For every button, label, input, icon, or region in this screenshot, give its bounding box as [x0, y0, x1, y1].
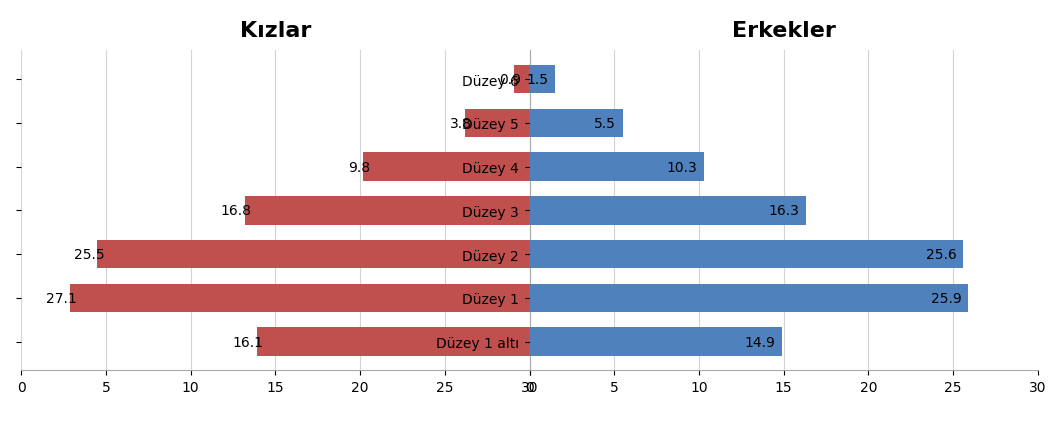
Title: Erkekler: Erkekler: [732, 21, 836, 41]
Bar: [363, 153, 530, 181]
Text: 16.3: 16.3: [768, 204, 798, 218]
Title: Kızlar: Kızlar: [239, 21, 311, 41]
Text: 10.3: 10.3: [666, 160, 697, 174]
Bar: [515, 66, 530, 94]
Text: 16.8: 16.8: [220, 204, 252, 218]
Text: 3.8: 3.8: [450, 117, 472, 130]
Bar: [530, 197, 806, 225]
Bar: [530, 66, 555, 94]
Text: 0.9: 0.9: [499, 73, 521, 87]
Text: 1.5: 1.5: [526, 73, 549, 87]
Text: 5.5: 5.5: [594, 117, 616, 130]
Bar: [256, 328, 530, 356]
Bar: [465, 109, 530, 138]
Text: 25.9: 25.9: [931, 291, 962, 305]
Text: 27.1: 27.1: [47, 291, 77, 305]
Text: 25.5: 25.5: [73, 248, 104, 262]
Bar: [245, 197, 530, 225]
Bar: [97, 240, 530, 269]
Bar: [530, 328, 782, 356]
Bar: [530, 109, 623, 138]
Bar: [530, 153, 704, 181]
Text: 16.1: 16.1: [233, 335, 264, 349]
Bar: [70, 284, 530, 312]
Bar: [530, 240, 964, 269]
Bar: [530, 284, 968, 312]
Text: 14.9: 14.9: [744, 335, 775, 349]
Text: 9.8: 9.8: [348, 160, 371, 174]
Text: 25.6: 25.6: [926, 248, 956, 262]
